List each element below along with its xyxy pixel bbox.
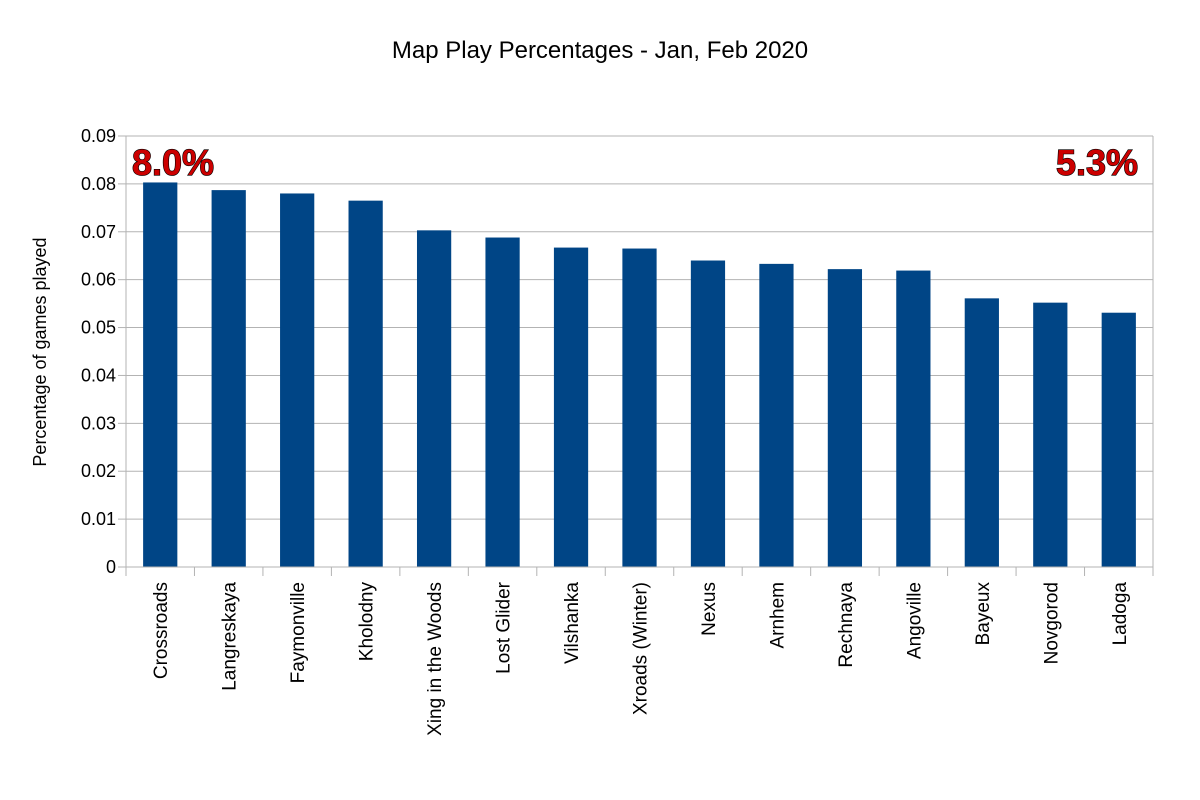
x-tick-labels: Crossroads Langreskaya Faymonville Kholodny… <box>151 581 1131 736</box>
bar-1 <box>211 190 246 567</box>
bar-9 <box>759 263 794 567</box>
bar-8 <box>690 260 726 567</box>
x-tick-label: Vilshanka <box>562 582 583 664</box>
annotation-first-value: 8.0% <box>132 142 214 183</box>
bar-13 <box>1033 302 1068 567</box>
annotation-last-value: 5.3% <box>1056 142 1138 183</box>
bar-6 <box>553 247 589 567</box>
y-tick-label: 0.09 <box>81 126 116 146</box>
y-tick-label: 0.04 <box>81 365 116 385</box>
x-tick-label: Faymonville <box>288 582 309 683</box>
bar-7 <box>622 248 657 568</box>
x-tick-label: Arnhem <box>767 582 788 649</box>
bar-0 <box>143 182 178 568</box>
bar-3 <box>348 200 383 567</box>
y-tick-label: 0.07 <box>81 222 116 242</box>
bar-2 <box>280 193 315 567</box>
x-tick-label: Lost Glider <box>494 581 515 674</box>
x-tick-label: Ladoga <box>1110 582 1131 646</box>
y-tick-label: 0.01 <box>81 509 116 529</box>
x-tick-label: Kholodny <box>357 582 378 662</box>
x-tick-label: Rechnaya <box>836 582 857 668</box>
x-tick-label: Novgorod <box>1041 582 1062 664</box>
y-axis-label: Percentage of games played <box>30 237 50 466</box>
chart-title: Map Play Percentages - Jan, Feb 2020 <box>392 37 808 64</box>
y-tick-label: 0.02 <box>81 461 116 481</box>
x-tick-label: Nexus <box>699 582 720 636</box>
x-tick-label: Xroads (Winter) <box>631 582 652 715</box>
bar-14 <box>1101 312 1136 567</box>
y-tick-labels: 0 0.01 0.02 0.03 0.04 0.05 0.06 0.07 0.08 0.09 <box>81 126 116 577</box>
bar-4 <box>416 230 452 567</box>
x-tick-label: Crossroads <box>151 582 172 679</box>
x-tick-label: Xing in the Woods <box>425 582 446 736</box>
x-tick-label: Angoville <box>904 582 925 659</box>
bars <box>143 182 1136 568</box>
x-tick-label: Bayeux <box>973 582 994 646</box>
bar-12 <box>964 298 999 567</box>
bar-10 <box>827 269 863 567</box>
y-tick-label: 0.03 <box>81 413 116 433</box>
bar-11 <box>896 270 931 567</box>
x-tick-label: Langreskaya <box>220 582 241 691</box>
y-tick-label: 0.08 <box>81 174 116 194</box>
bar-5 <box>485 237 520 567</box>
y-tick-label: 0.05 <box>81 318 116 338</box>
y-tick-label: 0 <box>106 557 116 577</box>
y-tick-label: 0.06 <box>81 270 116 290</box>
axes <box>125 136 1154 576</box>
